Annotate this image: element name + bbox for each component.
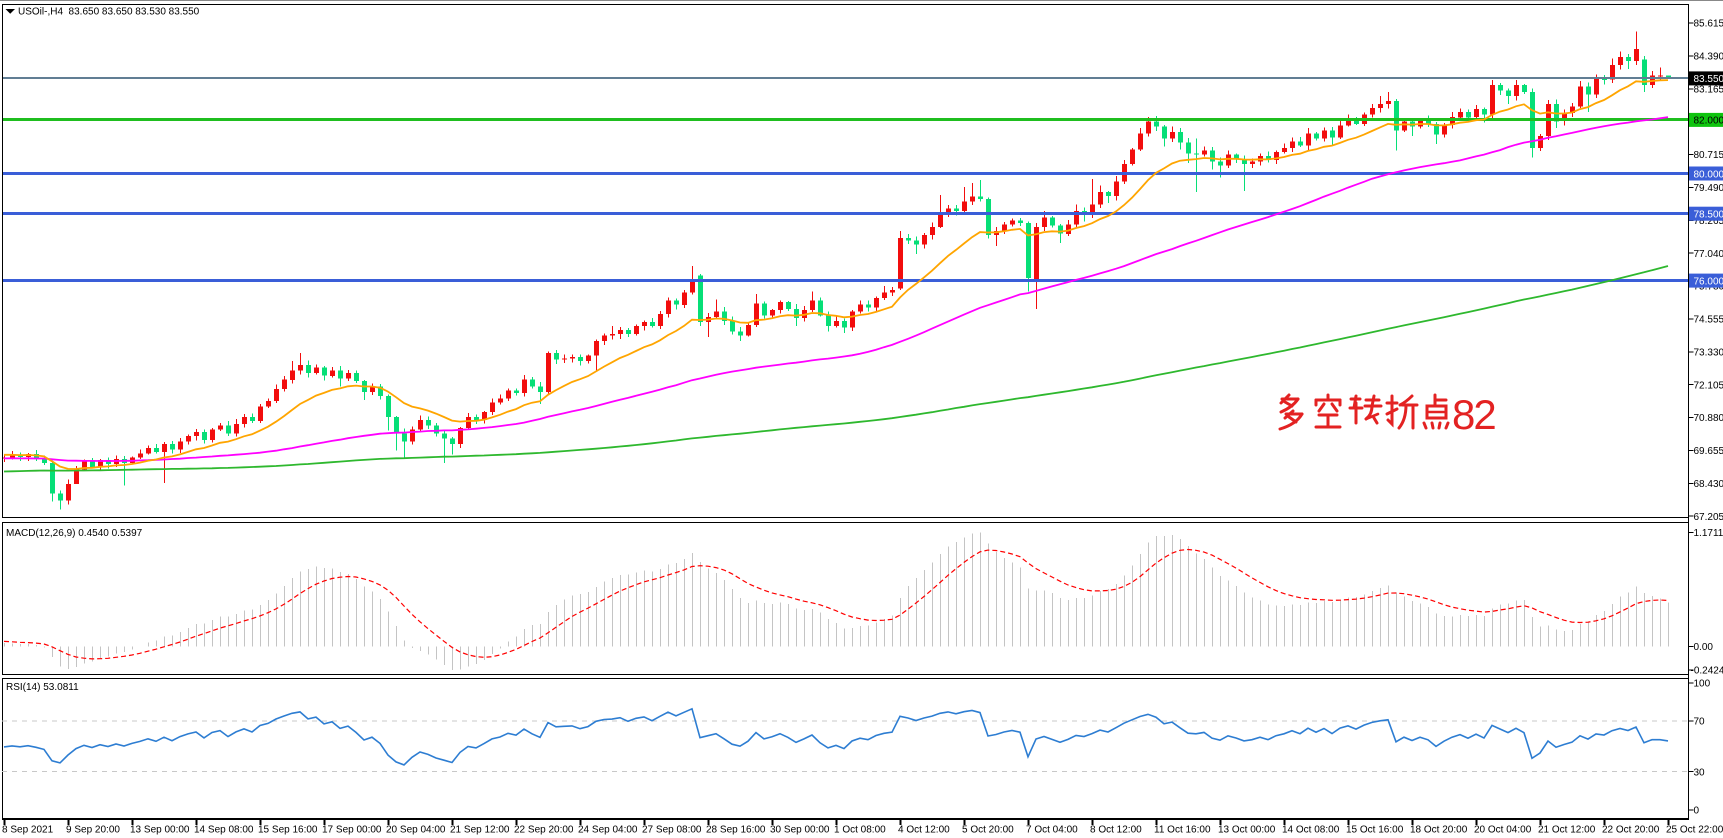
svg-text:4 Oct 12:00: 4 Oct 12:00: [898, 825, 950, 836]
svg-text:11 Oct 16:00: 11 Oct 16:00: [1154, 825, 1211, 836]
svg-text:0.00: 0.00: [1694, 642, 1714, 653]
svg-text:MACD(12,26,9) 0.4540 0.5397: MACD(12,26,9) 0.4540 0.5397: [6, 528, 143, 539]
svg-text:14 Sep 08:00: 14 Sep 08:00: [194, 825, 254, 836]
svg-text:70.880: 70.880: [1694, 413, 1723, 424]
svg-text:0: 0: [1694, 805, 1700, 816]
svg-text:13 Sep 00:00: 13 Sep 00:00: [130, 825, 190, 836]
svg-text:5 Oct 20:00: 5 Oct 20:00: [962, 825, 1014, 836]
svg-text:100: 100: [1694, 678, 1711, 689]
svg-text:RSI(14) 53.0811: RSI(14) 53.0811: [6, 682, 79, 693]
svg-text:83.550: 83.550: [1694, 74, 1723, 85]
svg-text:76.000: 76.000: [1694, 276, 1723, 287]
svg-text:30 Sep 00:00: 30 Sep 00:00: [770, 825, 830, 836]
svg-text:15 Sep 16:00: 15 Sep 16:00: [258, 825, 318, 836]
svg-text:83.165: 83.165: [1694, 84, 1723, 95]
svg-text:78.265: 78.265: [1694, 216, 1723, 227]
svg-text:18 Oct 20:00: 18 Oct 20:00: [1410, 825, 1468, 836]
svg-text:70: 70: [1694, 717, 1706, 728]
svg-text:21 Oct 12:00: 21 Oct 12:00: [1538, 825, 1596, 836]
svg-text:80.000: 80.000: [1694, 169, 1723, 180]
svg-text:82.000: 82.000: [1694, 116, 1723, 127]
svg-text:-0.2424: -0.2424: [1691, 666, 1723, 677]
svg-text:68.430: 68.430: [1694, 479, 1723, 490]
svg-text:14 Oct 08:00: 14 Oct 08:00: [1282, 825, 1340, 836]
svg-text:30: 30: [1694, 767, 1706, 778]
svg-text:8 Oct 12:00: 8 Oct 12:00: [1090, 825, 1142, 836]
svg-text:25 Oct 22:00: 25 Oct 22:00: [1666, 825, 1723, 836]
svg-text:82: 82: [1452, 391, 1495, 438]
svg-text:79.490: 79.490: [1694, 183, 1723, 194]
svg-text:72.105: 72.105: [1694, 380, 1723, 391]
svg-text:7 Oct 04:00: 7 Oct 04:00: [1026, 825, 1078, 836]
svg-text:74.555: 74.555: [1694, 315, 1723, 326]
svg-text:27 Sep 08:00: 27 Sep 08:00: [642, 825, 702, 836]
svg-text:17 Sep 00:00: 17 Sep 00:00: [322, 825, 382, 836]
svg-text:15 Oct 16:00: 15 Oct 16:00: [1346, 825, 1404, 836]
svg-text:USOil-,H4 83.650 83.650 83.53: USOil-,H4 83.650 83.650 83.530 83.550: [18, 7, 200, 18]
svg-text:80.715: 80.715: [1694, 150, 1723, 161]
svg-text:24 Sep 04:00: 24 Sep 04:00: [578, 825, 638, 836]
svg-text:1.1711: 1.1711: [1694, 528, 1723, 539]
svg-text:20 Sep 04:00: 20 Sep 04:00: [386, 825, 446, 836]
svg-text:20 Oct 04:00: 20 Oct 04:00: [1474, 825, 1532, 836]
svg-text:77.040: 77.040: [1694, 249, 1723, 260]
svg-text:84.390: 84.390: [1694, 52, 1723, 63]
svg-text:9 Sep 20:00: 9 Sep 20:00: [66, 825, 120, 836]
svg-text:28 Sep 16:00: 28 Sep 16:00: [706, 825, 766, 836]
svg-text:1 Oct 08:00: 1 Oct 08:00: [834, 825, 886, 836]
svg-text:85.615: 85.615: [1694, 19, 1723, 30]
svg-text:8 Sep 2021: 8 Sep 2021: [2, 825, 54, 836]
svg-text:22 Oct 20:00: 22 Oct 20:00: [1602, 825, 1660, 836]
svg-text:73.330: 73.330: [1694, 347, 1723, 358]
svg-text:13 Oct 00:00: 13 Oct 00:00: [1218, 825, 1276, 836]
svg-text:21 Sep 12:00: 21 Sep 12:00: [450, 825, 510, 836]
svg-text:78.500: 78.500: [1694, 210, 1723, 221]
svg-text:22 Sep 20:00: 22 Sep 20:00: [514, 825, 574, 836]
svg-text:67.205: 67.205: [1694, 512, 1723, 523]
svg-text:69.655: 69.655: [1694, 446, 1723, 457]
